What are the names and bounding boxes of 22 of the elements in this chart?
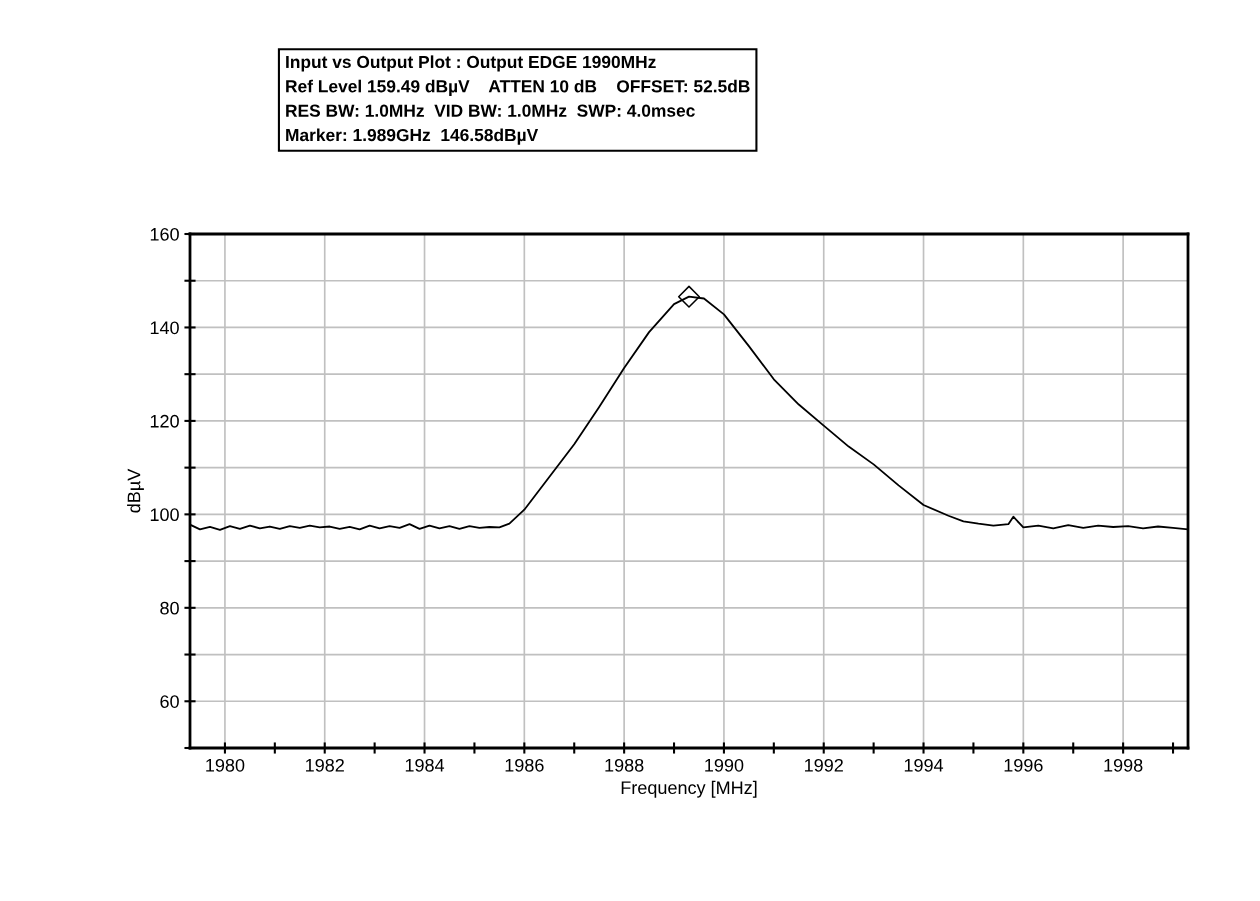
x-tick-label: 1980	[206, 758, 245, 772]
x-tick-label: 1996	[1004, 758, 1043, 772]
chart-title: Input vs Output Plot : Output EDGE 1990MHz	[286, 55, 656, 72]
y-tick-label: 80	[160, 601, 179, 615]
x-tick-label: 1994	[904, 758, 944, 772]
x-tick-label: 1990	[705, 758, 744, 772]
y-tick-label: 100	[150, 508, 179, 522]
y-axis-title: dBµV	[127, 468, 144, 513]
x-tick-label: 1988	[605, 758, 644, 772]
text: RES BW: 1.0MHz VID BW: 1.0MHz SWP: 4.0msec	[286, 104, 695, 117]
y-tick-label: 140	[150, 321, 179, 335]
x-axis-title: Frequency [MHz]	[621, 780, 757, 798]
text: Ref Level 159.49 dBµV ATTEN 10 dB OFFSET: 52.5dB	[286, 79, 750, 96]
x-tick-label: 1982	[306, 758, 344, 772]
x-tick-label: 1992	[805, 758, 843, 772]
x-tick-label: 1998	[1104, 758, 1143, 772]
y-tick-label: 60	[160, 695, 179, 708]
y-tick-label: 120	[150, 414, 179, 428]
y-tick-label: 160	[150, 227, 179, 241]
x-tick-label: 1986	[505, 758, 544, 772]
x-tick-label: 1984	[405, 758, 445, 772]
text: Marker: 1.989GHz 146.58dBµV	[286, 128, 539, 145]
